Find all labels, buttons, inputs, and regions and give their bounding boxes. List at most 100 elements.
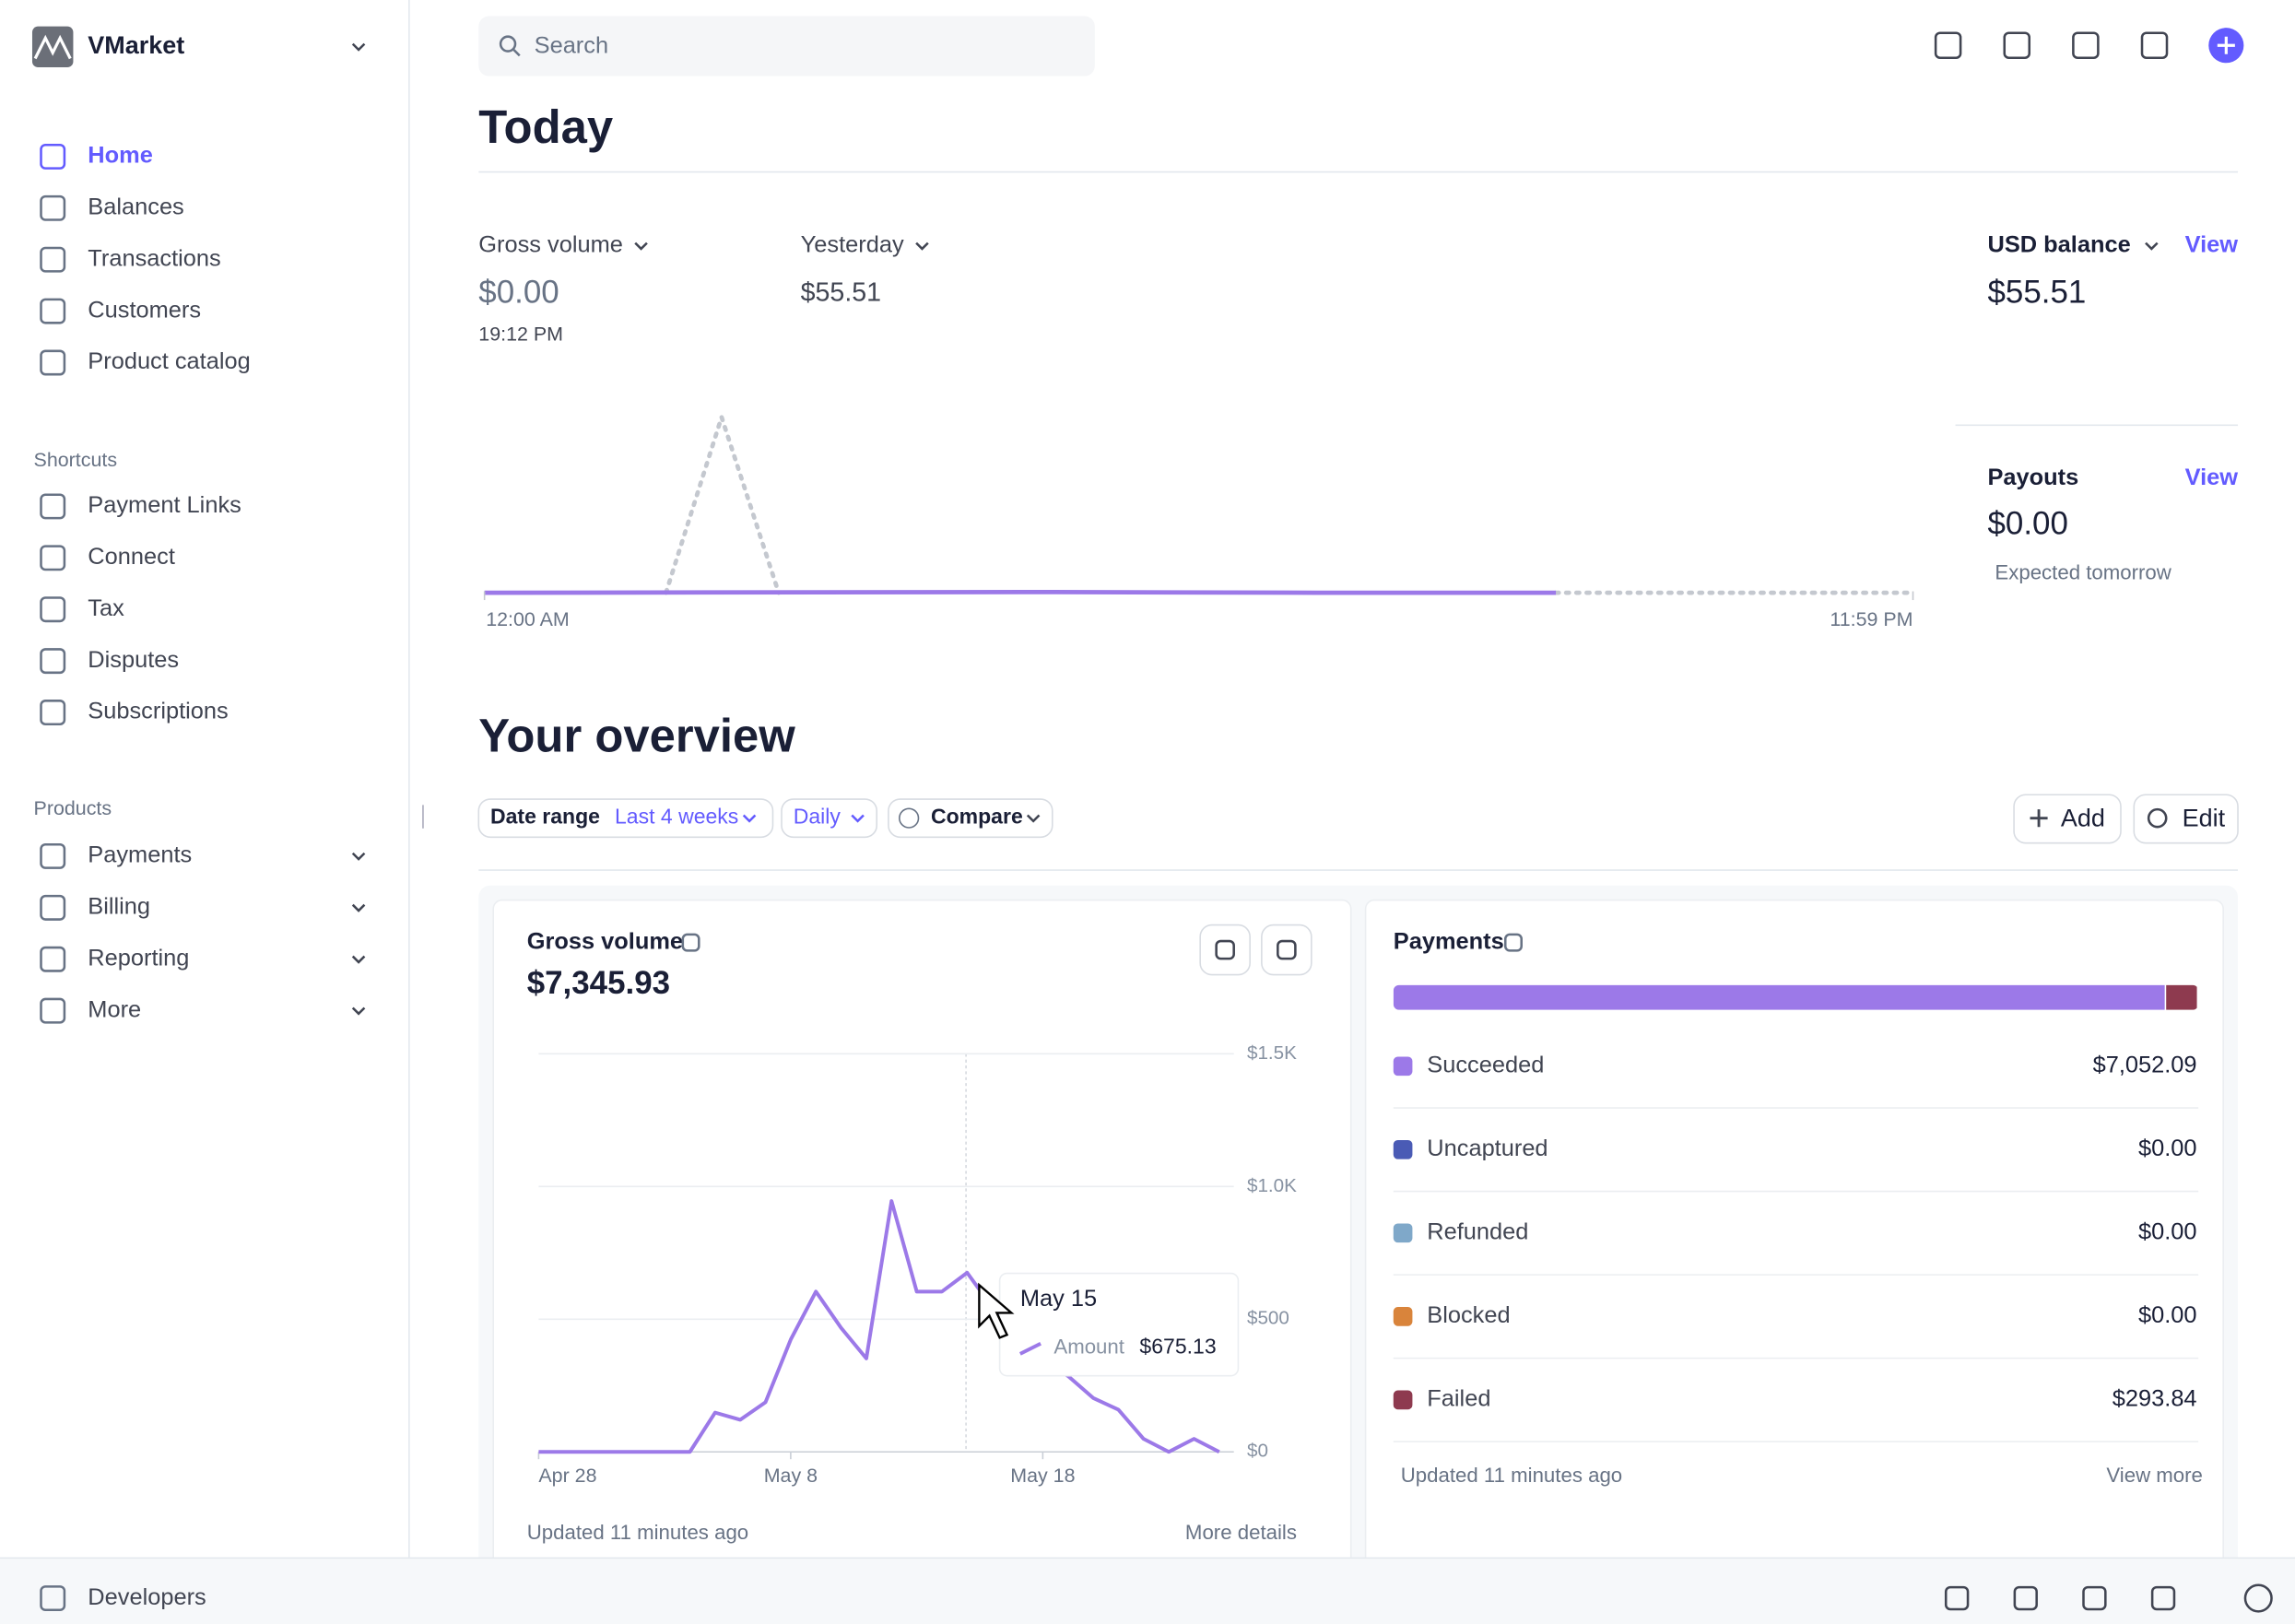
y-tick-label: $1.0K <box>1247 1175 1297 1196</box>
tooltip-value: $675.13 <box>1139 1335 1216 1359</box>
bottom-bar <box>0 1557 2295 1624</box>
icon <box>2150 1585 2176 1611</box>
button[interactable] <box>2133 794 2239 844</box>
nav-item[interactable]: Connect <box>88 544 175 570</box>
x-tick-label: Apr 28 <box>538 1465 596 1487</box>
nav-item[interactable]: Developers <box>88 1584 206 1610</box>
yesterday-line <box>664 409 782 595</box>
legend-value: $0.00 <box>2138 1302 2197 1328</box>
button[interactable] <box>1261 924 1312 976</box>
x-tick-label: May 18 <box>1010 1465 1075 1487</box>
icon <box>2013 1585 2038 1611</box>
nav-item[interactable]: Subscriptions <box>88 699 228 724</box>
card-footnote: Updated 11 minutes ago <box>1401 1464 1622 1487</box>
chevron <box>351 1006 366 1016</box>
metric-label[interactable]: Yesterday <box>801 231 904 257</box>
search-box[interactable] <box>478 16 1095 76</box>
link[interactable]: View more <box>2106 1464 2203 1487</box>
nav-item[interactable]: Payment Links <box>88 492 241 518</box>
icon <box>40 493 66 520</box>
account-name[interactable]: VMarket <box>88 31 184 59</box>
card-footnote: Updated 11 minutes ago <box>527 1521 748 1544</box>
chevron <box>351 42 366 52</box>
button[interactable] <box>781 798 878 839</box>
icon <box>40 700 66 725</box>
legend-dot <box>1393 1390 1413 1410</box>
today-line <box>484 589 1557 595</box>
icon <box>40 545 66 571</box>
nav-item[interactable]: More <box>88 996 141 1022</box>
icon <box>2243 1583 2273 1613</box>
search-placeholder: Search <box>535 33 608 59</box>
button[interactable] <box>477 798 774 839</box>
nav-item[interactable]: Customers <box>88 297 201 323</box>
line <box>538 1199 1220 1454</box>
nav-item[interactable]: Payments <box>88 842 192 868</box>
legend-value: $0.00 <box>2138 1219 2197 1245</box>
y-tick-label: $1.5K <box>1247 1042 1297 1064</box>
icon <box>40 946 66 972</box>
icon <box>40 246 66 273</box>
icon <box>40 842 66 869</box>
legend-value: $0.00 <box>2138 1136 2197 1161</box>
icon <box>40 349 66 376</box>
icon <box>40 1585 66 1612</box>
link[interactable]: View <box>2185 231 2239 257</box>
card-title: Payments <box>1394 928 1504 954</box>
button[interactable] <box>2013 794 2122 844</box>
nav-item[interactable]: Product catalog <box>88 348 250 374</box>
nav-item[interactable]: Reporting <box>88 945 189 971</box>
nav-item[interactable]: Billing <box>88 894 150 920</box>
button-label: Edit <box>2183 804 2226 831</box>
metric-note: Expected tomorrow <box>1995 560 2171 583</box>
icon <box>681 933 700 952</box>
legend-dot <box>1393 1056 1413 1077</box>
tooltip-date: May 15 <box>1020 1286 1097 1312</box>
icon <box>1215 939 1235 960</box>
y-tick-label: $0 <box>1247 1441 1268 1462</box>
bar-segment <box>1393 984 2165 1010</box>
chevron <box>351 852 366 861</box>
link[interactable]: More details <box>1185 1521 1297 1544</box>
metric-value: $55.51 <box>801 278 881 308</box>
icon <box>1277 939 1297 960</box>
button[interactable] <box>1199 924 1251 976</box>
icon <box>2003 31 2031 59</box>
chevron <box>1026 814 1041 823</box>
icon <box>2030 809 2048 828</box>
nav-item[interactable]: Disputes <box>88 647 179 673</box>
legend-value: $7,052.09 <box>2093 1053 2197 1078</box>
search-icon <box>512 49 521 57</box>
axis-label: 11:59 PM <box>1830 608 1912 630</box>
legend-name: Succeeded <box>1427 1053 1544 1078</box>
chevron <box>742 814 757 823</box>
link[interactable]: View <box>2185 465 2239 490</box>
button-label: Add <box>2061 804 2105 831</box>
page-title: Today <box>478 100 613 153</box>
tooltip-label: Amount <box>1053 1335 1124 1358</box>
legend-dot <box>1393 1223 1413 1243</box>
nav-item[interactable]: Balances <box>88 194 183 220</box>
icon <box>40 997 66 1024</box>
icon <box>1503 933 1523 952</box>
metric-label: Payouts <box>1987 465 2078 490</box>
metric-label[interactable]: Gross volume <box>478 231 623 257</box>
button[interactable] <box>888 798 1053 839</box>
chevron <box>851 814 865 823</box>
icon <box>1934 31 1962 59</box>
icon <box>1944 1585 1970 1611</box>
icon <box>2140 31 2169 59</box>
legend-name: Failed <box>1427 1386 1490 1412</box>
metric-label[interactable]: USD balance <box>1987 231 2130 257</box>
filter-value: Last 4 weeks <box>615 805 738 829</box>
nav-item[interactable]: Home <box>88 143 153 169</box>
icon <box>40 143 66 170</box>
metric-value: $0.00 <box>478 274 559 310</box>
section-title: Products <box>34 797 112 819</box>
nav-item[interactable]: Tax <box>88 595 124 621</box>
create-button[interactable] <box>2217 36 2235 54</box>
legend-name: Refunded <box>1427 1219 1528 1245</box>
nav-item[interactable]: Transactions <box>88 245 220 271</box>
legend-name: Blocked <box>1427 1302 1510 1328</box>
